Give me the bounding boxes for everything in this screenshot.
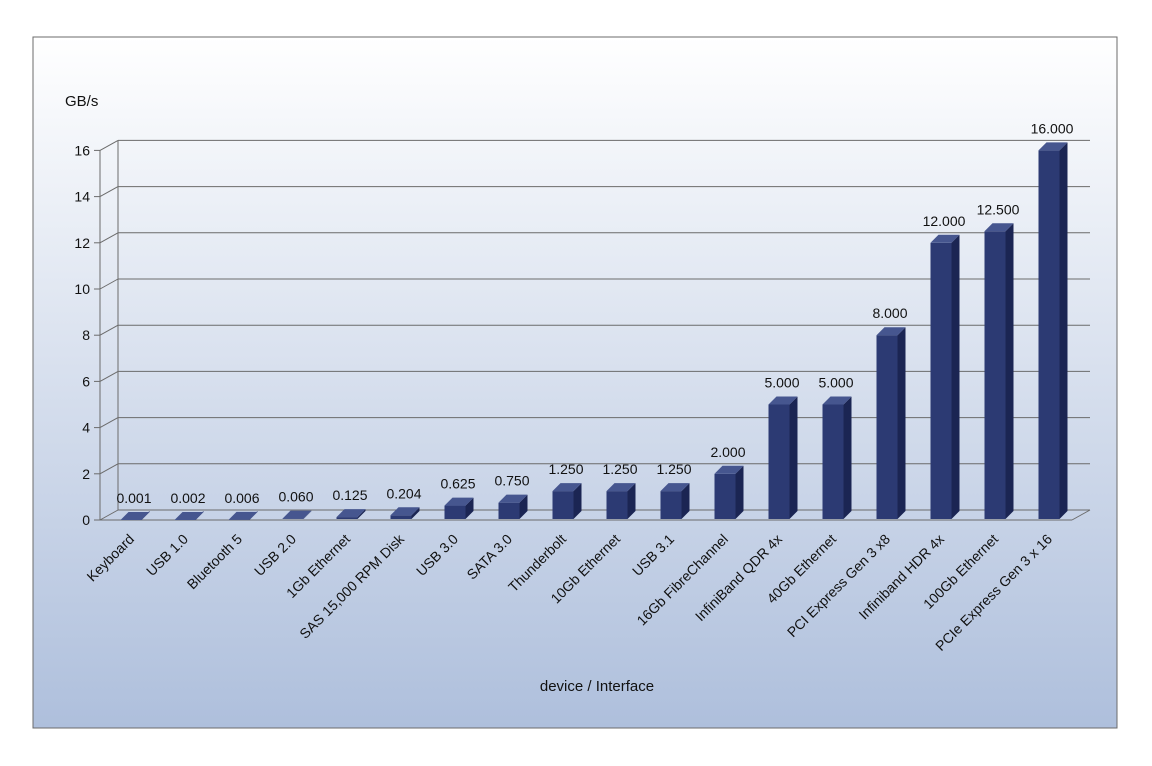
bar-side	[681, 483, 690, 519]
data-label: 0.002	[170, 490, 205, 506]
bar-top	[552, 483, 582, 492]
bar	[390, 515, 412, 519]
grid-slant	[99, 509, 119, 521]
data-label: 0.625	[440, 476, 475, 492]
y-tick-labels: 0 2 4 6 8 10 12 14 16	[74, 142, 90, 528]
grid-slant	[99, 232, 119, 244]
y-tick-label: 6	[82, 373, 90, 389]
data-label: 0.006	[224, 490, 259, 506]
bar	[876, 335, 898, 519]
data-label: 1.250	[548, 461, 583, 477]
data-label: 0.060	[278, 489, 313, 505]
bar	[552, 491, 574, 519]
bar-side	[735, 465, 744, 519]
data-label: 2.000	[710, 444, 745, 460]
bar-top	[1038, 142, 1068, 151]
grid-slant	[99, 139, 119, 151]
y-axis-title: GB/s	[65, 93, 98, 110]
bar-top	[606, 483, 636, 492]
bar-top	[984, 223, 1014, 232]
grid-slant	[99, 370, 119, 382]
grid-lines	[99, 139, 1090, 521]
data-label: 16.000	[1031, 120, 1074, 136]
data-label: 0.001	[116, 490, 151, 506]
bar	[336, 517, 358, 519]
y-tick-label: 12	[74, 235, 90, 251]
grid-slant	[99, 324, 119, 336]
bar-top	[714, 465, 744, 474]
bar	[606, 491, 628, 519]
bar-top	[228, 511, 258, 520]
bar	[1038, 150, 1060, 519]
bar-side	[465, 497, 474, 519]
bar	[498, 502, 520, 519]
data-label: 0.125	[332, 487, 367, 503]
bar	[822, 404, 844, 519]
bar-top	[174, 511, 204, 520]
x-axis-title: device / Interface	[540, 678, 654, 695]
y-tick-label: 10	[74, 281, 90, 297]
axes	[94, 140, 1091, 521]
y-tick-label: 4	[82, 420, 90, 436]
y-tick-label: 14	[74, 189, 90, 205]
bar-top	[390, 507, 420, 516]
data-label: 1.250	[602, 461, 637, 477]
y-tick-label: 0	[82, 512, 90, 528]
bar-top	[930, 234, 960, 243]
bar-top	[822, 396, 852, 405]
bar	[444, 505, 466, 519]
bar	[660, 491, 682, 519]
y-tick-label: 8	[82, 327, 90, 343]
bar	[930, 242, 952, 520]
data-label: 8.000	[872, 305, 907, 321]
data-label: 5.000	[764, 375, 799, 391]
bar	[714, 473, 736, 519]
grid-slant	[99, 463, 119, 475]
bar-top	[282, 510, 312, 519]
bar-side	[411, 507, 420, 519]
bar-side	[357, 509, 366, 519]
bar-top	[120, 511, 150, 520]
bar-side	[843, 396, 852, 519]
bar-top	[660, 483, 690, 492]
bar-side	[303, 510, 312, 519]
bar-top	[768, 396, 798, 405]
bar-side	[519, 494, 528, 519]
floor-edge	[1071, 509, 1091, 521]
bar-top	[336, 509, 366, 518]
data-label: 12.500	[977, 201, 1020, 217]
bar-side	[573, 483, 582, 519]
bar-side	[1059, 142, 1068, 519]
bar-side	[1005, 223, 1014, 519]
data-label: 5.000	[818, 375, 853, 391]
bar-top	[444, 497, 474, 506]
y-tick-label: 2	[82, 466, 90, 482]
grid-slant	[99, 417, 119, 429]
data-labels: 0.001 0.002 0.006 0.060 0.125 0.204 0.625 0.750…	[116, 120, 1073, 506]
bar-side	[897, 327, 906, 519]
data-label: 0.204	[386, 485, 421, 501]
bars	[120, 142, 1068, 520]
bar-side	[951, 234, 960, 520]
data-label: 1.250	[656, 461, 691, 477]
bar	[984, 231, 1006, 519]
bar-side	[627, 483, 636, 519]
bar-side	[789, 396, 798, 519]
bar-top	[498, 494, 528, 503]
grid-slant	[99, 278, 119, 290]
bar	[768, 404, 790, 519]
bar-top	[876, 327, 906, 336]
grid-slant	[99, 186, 119, 198]
data-label: 12.000	[923, 213, 966, 229]
data-label: 0.750	[494, 473, 529, 489]
y-tick-label: 16	[74, 142, 90, 158]
